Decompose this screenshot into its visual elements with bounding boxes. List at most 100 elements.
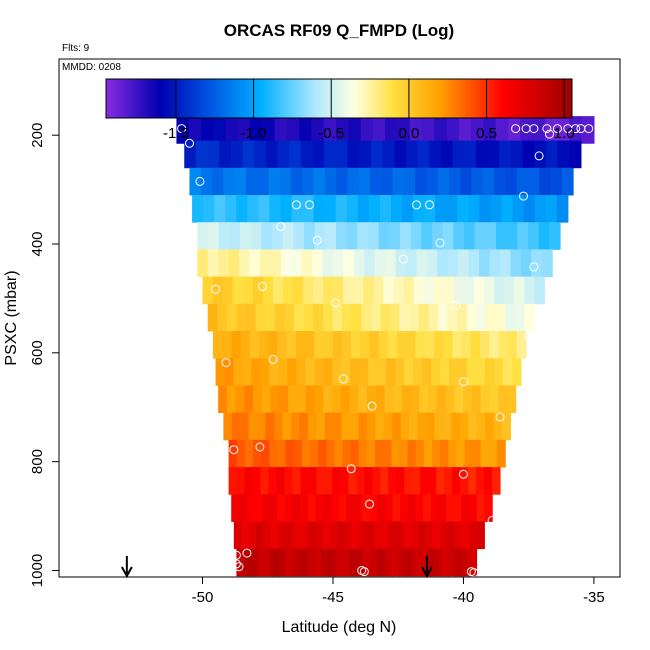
- heatmap-cell: [428, 467, 437, 495]
- chart-title: ORCAS RF09 Q_FMPD (Log): [224, 21, 454, 40]
- y-tick-label: 200: [29, 123, 46, 148]
- heatmap-cell: [380, 303, 391, 332]
- heatmap-cell: [251, 358, 262, 386]
- heatmap-cell: [468, 249, 480, 278]
- heatmap-cell: [472, 439, 482, 468]
- observation-point: [242, 548, 252, 558]
- heatmap-cell: [415, 167, 427, 196]
- observation-point: [367, 401, 377, 411]
- heatmap-cell: [318, 439, 327, 468]
- heatmap-cell: [282, 276, 294, 305]
- heatmap-cell: [188, 116, 202, 144]
- heatmap-cell: [271, 222, 284, 250]
- heatmap-cell: [361, 494, 370, 522]
- heatmap-cell: [431, 358, 441, 386]
- heatmap-cell: [480, 331, 490, 359]
- observation-point: [435, 238, 445, 248]
- heatmap-cell: [255, 303, 266, 332]
- heatmap-cell: [423, 494, 432, 522]
- heatmap-cell: [487, 140, 500, 169]
- heatmap-cell: [429, 140, 442, 169]
- heatmap-cell: [561, 167, 574, 196]
- heatmap-cell: [276, 467, 286, 495]
- heatmap-cell: [301, 249, 313, 278]
- heatmap-cell: [406, 331, 417, 359]
- heatmap-cell: [223, 412, 233, 441]
- observation-point: [519, 191, 528, 201]
- heatmap-cell: [274, 303, 286, 332]
- heatmap-cell: [325, 222, 337, 250]
- heatmap-cell: [269, 195, 282, 223]
- heatmap-cell: [527, 167, 540, 196]
- heatmap-cell: [288, 385, 298, 414]
- heatmap-cell: [370, 303, 381, 332]
- heatmap-cell: [284, 303, 295, 332]
- heatmap-cell: [243, 548, 252, 577]
- heatmap-cell: [348, 467, 357, 495]
- heatmap-cell: [423, 276, 435, 305]
- heatmap-cell: [312, 249, 324, 278]
- heatmap-cell: [475, 358, 486, 386]
- heatmap-cell: [463, 222, 476, 250]
- heatmap-cell: [271, 548, 280, 577]
- heatmap-cell: [517, 222, 529, 250]
- heatmap-cell: [332, 249, 345, 278]
- heatmap-cell: [274, 116, 288, 144]
- heatmap-cell: [244, 385, 254, 414]
- heatmap-cell: [425, 412, 436, 441]
- heatmap-cell: [368, 195, 381, 223]
- heatmap-cell: [419, 385, 429, 414]
- heatmap-cell: [366, 412, 376, 441]
- heatmap-cell: [457, 303, 468, 332]
- heatmap-cell: [349, 548, 358, 577]
- heatmap-cell: [261, 494, 271, 522]
- heatmap-cell: [237, 116, 251, 144]
- x-tick-label: -45: [322, 589, 344, 606]
- heatmap-cell: [207, 249, 219, 278]
- heatmap-cell: [246, 494, 255, 522]
- colorbar-tick-label: -1.5: [163, 125, 189, 142]
- heatmap-cell: [323, 385, 333, 414]
- heatmap-cell: [373, 276, 385, 305]
- heatmap-cell: [347, 140, 360, 169]
- heatmap-cell: [218, 222, 230, 250]
- heatmap-cell: [534, 276, 545, 305]
- heatmap-cell: [223, 167, 236, 196]
- heatmap-cell: [400, 494, 409, 522]
- heatmap-cell: [265, 140, 279, 169]
- heatmap-cell: [213, 116, 227, 144]
- heatmap-cell: [448, 439, 457, 468]
- heatmap-cell: [479, 249, 491, 278]
- colorbar-tick-label: -0.5: [318, 125, 344, 142]
- heatmap-cell: [315, 494, 324, 522]
- heatmap-cell: [412, 467, 421, 495]
- heatmap-cell: [307, 412, 317, 441]
- heatmap-cell: [351, 303, 362, 332]
- heatmap-cell: [452, 331, 463, 359]
- heatmap-cell: [257, 412, 267, 441]
- heatmap-cell: [372, 116, 386, 144]
- heatmap-cell: [218, 385, 228, 414]
- heatmap-cell: [476, 467, 485, 495]
- x-tick-label: -50: [192, 589, 214, 606]
- heatmap-cell: [363, 548, 372, 577]
- observation-point: [255, 442, 265, 452]
- heatmap-cell: [447, 249, 459, 278]
- heatmap-cell: [299, 412, 309, 441]
- heatmap-cell: [484, 467, 493, 495]
- heatmap-cell: [468, 467, 477, 495]
- heatmap-cell: [300, 467, 310, 495]
- heatmap-cell: [482, 167, 495, 196]
- heatmap-cell: [356, 548, 365, 577]
- heatmap-cell: [280, 249, 292, 278]
- heatmap-cell: [440, 358, 450, 386]
- heatmap-cell: [401, 385, 412, 414]
- heatmap-cell: [476, 303, 487, 332]
- heatmap-cell: [520, 116, 534, 144]
- heatmap-cell: [428, 303, 439, 332]
- heatmap-cell: [342, 548, 350, 577]
- heatmap-cell: [332, 303, 343, 332]
- heatmap-cell: [280, 195, 293, 223]
- heatmap-cell: [539, 167, 552, 196]
- heatmap-cell: [287, 358, 297, 386]
